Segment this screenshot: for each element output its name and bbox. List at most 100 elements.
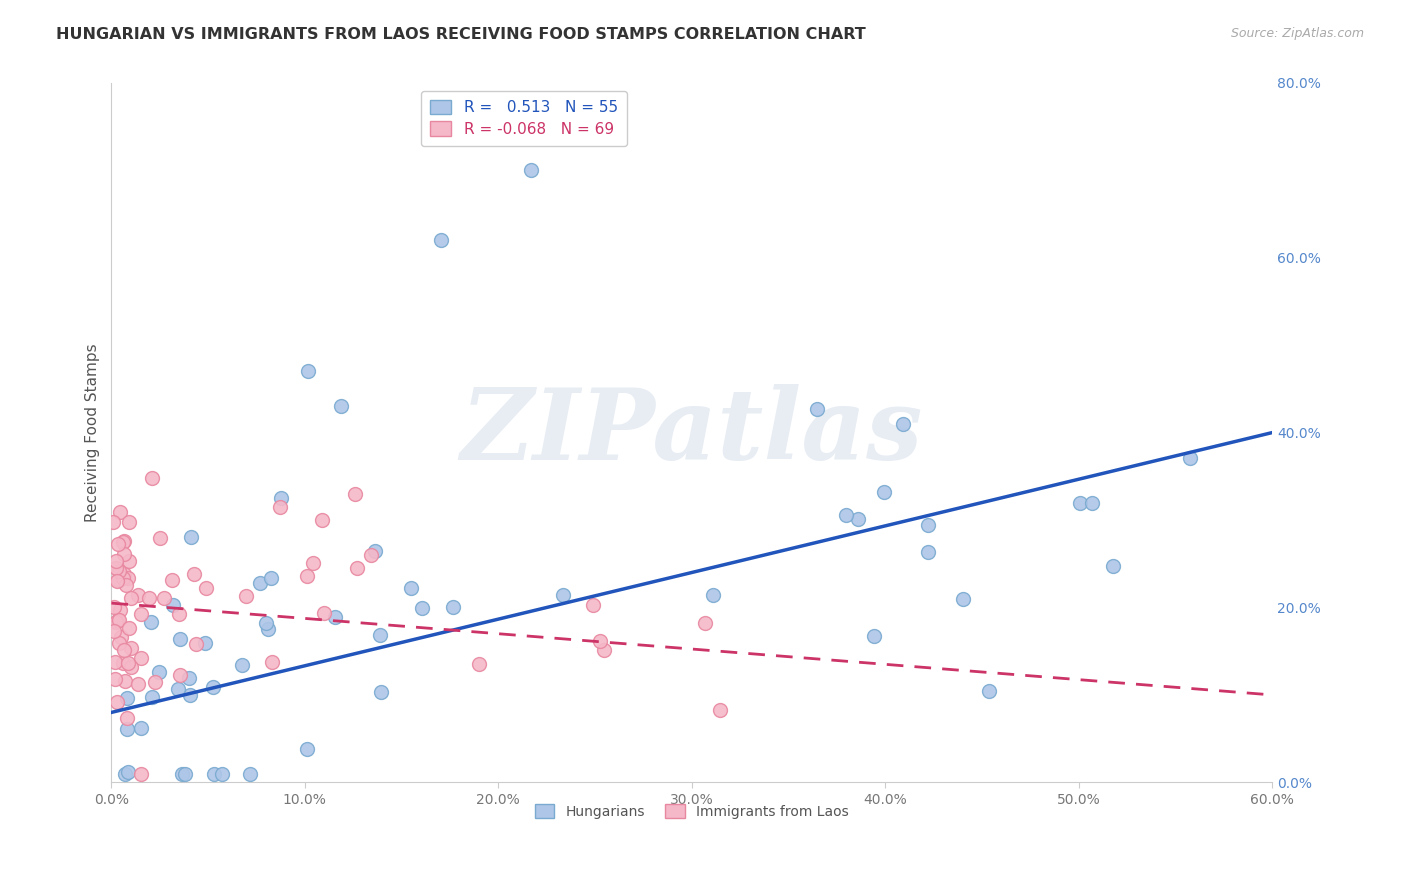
Point (104, 672, 127, 686)
Point (112, 643, 135, 657)
Point (117, 657, 139, 671)
Point (411, 600, 433, 615)
Point (108, 636, 131, 650)
Point (127, 676, 149, 690)
Point (1180, 451, 1202, 466)
Point (593, 643, 616, 657)
Point (112, 571, 135, 585)
Point (115, 722, 138, 736)
Point (127, 588, 149, 602)
Point (520, 163, 543, 178)
Point (184, 636, 207, 650)
Point (112, 657, 135, 671)
Point (104, 615, 127, 630)
Point (120, 591, 142, 606)
Point (117, 691, 139, 706)
Point (112, 566, 135, 581)
Point (582, 598, 605, 612)
Point (114, 673, 136, 688)
Point (239, 766, 262, 780)
Point (709, 702, 731, 716)
Point (269, 500, 291, 514)
Point (103, 600, 125, 615)
Point (110, 630, 132, 644)
Point (112, 535, 135, 549)
Point (167, 607, 190, 621)
Point (835, 508, 858, 522)
Point (173, 766, 195, 780)
Point (1101, 558, 1123, 573)
Point (235, 589, 257, 603)
Point (468, 657, 491, 672)
Point (103, 624, 125, 638)
Point (863, 629, 886, 643)
Point (360, 548, 382, 562)
Point (301, 556, 323, 570)
Point (104, 560, 127, 574)
Point (893, 417, 915, 431)
Point (166, 682, 188, 697)
Point (148, 665, 170, 679)
Point (118, 516, 141, 530)
Point (108, 603, 131, 617)
Y-axis label: Receiving Food Stamps: Receiving Food Stamps (86, 343, 100, 522)
Point (153, 591, 176, 606)
Point (297, 364, 319, 378)
Point (115, 578, 138, 592)
Point (172, 766, 194, 780)
Point (104, 554, 127, 568)
Point (105, 574, 128, 588)
Point (259, 571, 281, 585)
Point (368, 628, 391, 642)
Point (104, 655, 127, 669)
Point (297, 569, 319, 583)
Point (149, 532, 172, 546)
Point (1069, 496, 1091, 510)
Point (160, 573, 183, 587)
Point (138, 591, 160, 605)
Text: ZIPatlas: ZIPatlas (461, 384, 922, 481)
Point (343, 487, 366, 501)
Point (108, 613, 131, 627)
Point (249, 576, 271, 591)
Point (169, 668, 191, 682)
Point (180, 530, 202, 544)
Point (262, 655, 284, 669)
Point (112, 547, 135, 561)
Point (117, 571, 139, 585)
Point (917, 518, 939, 533)
Point (917, 545, 939, 559)
Point (115, 711, 138, 725)
Point (141, 690, 163, 705)
Point (589, 634, 612, 648)
Point (141, 615, 163, 629)
Point (114, 766, 136, 780)
Point (108, 564, 131, 578)
Point (131, 721, 153, 735)
Point (201, 681, 224, 695)
Point (257, 623, 280, 637)
Point (551, 588, 574, 602)
Point (346, 561, 368, 575)
Point (270, 491, 292, 505)
Point (107, 574, 129, 588)
Point (143, 675, 166, 690)
Point (702, 588, 724, 602)
Point (120, 660, 142, 674)
Point (323, 609, 346, 624)
Point (118, 554, 141, 568)
Point (179, 688, 201, 702)
Point (162, 599, 184, 613)
Point (846, 512, 869, 526)
Point (112, 533, 135, 548)
Point (311, 513, 333, 527)
Point (141, 471, 163, 485)
Point (183, 566, 205, 581)
Point (194, 636, 217, 650)
Point (329, 400, 352, 414)
Point (231, 657, 253, 672)
Legend: Hungarians, Immigrants from Laos: Hungarians, Immigrants from Laos (529, 799, 855, 824)
Point (399, 582, 422, 596)
Point (693, 615, 716, 630)
Point (430, 233, 453, 247)
